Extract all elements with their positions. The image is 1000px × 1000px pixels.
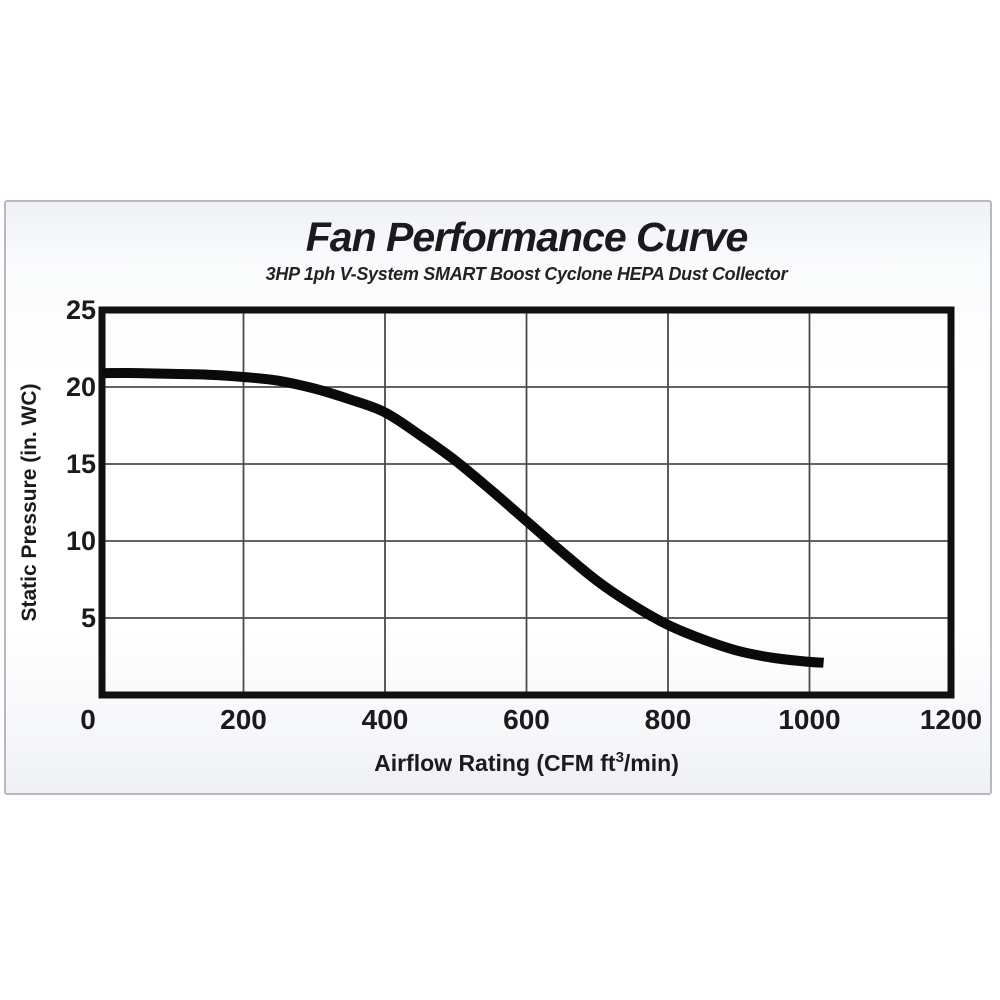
- chart-subtitle: 3HP 1ph V-System SMART Boost Cyclone HEP…: [265, 264, 788, 284]
- plot-border: [98, 306, 955, 699]
- chart-title: Fan Performance Curve: [305, 214, 749, 260]
- y-tick-label: 10: [66, 526, 96, 556]
- y-tick-label: 15: [66, 449, 96, 479]
- x-tick-label: 0: [80, 704, 96, 735]
- x-tick-label: 1000: [778, 704, 840, 735]
- y-tick-label: 25: [66, 295, 96, 325]
- chart-header: Fan Performance Curve 3HP 1ph V-System S…: [102, 214, 951, 285]
- y-tick-label: 5: [81, 603, 96, 633]
- fan-curve: [101, 368, 825, 668]
- fan-performance-chart: 25 20 15 10 5 0 200 400 600 800 1000 1200 Static Pre…: [18, 295, 982, 776]
- y-axis-title: Static Pressure (in. WC): [18, 383, 41, 621]
- fan-curve-panel: Fan Performance Curve 3HP 1ph V-System S…: [4, 200, 992, 795]
- x-tick-label: 200: [220, 704, 267, 735]
- x-tick-label: 800: [645, 704, 692, 735]
- x-tick-label: 1200: [920, 704, 982, 735]
- y-tick-label: 20: [66, 372, 96, 402]
- x-tick-label: 600: [503, 704, 550, 735]
- x-axis-title: Airflow Rating (CFM ft3/min): [374, 749, 679, 776]
- x-tick-label: 400: [362, 704, 409, 735]
